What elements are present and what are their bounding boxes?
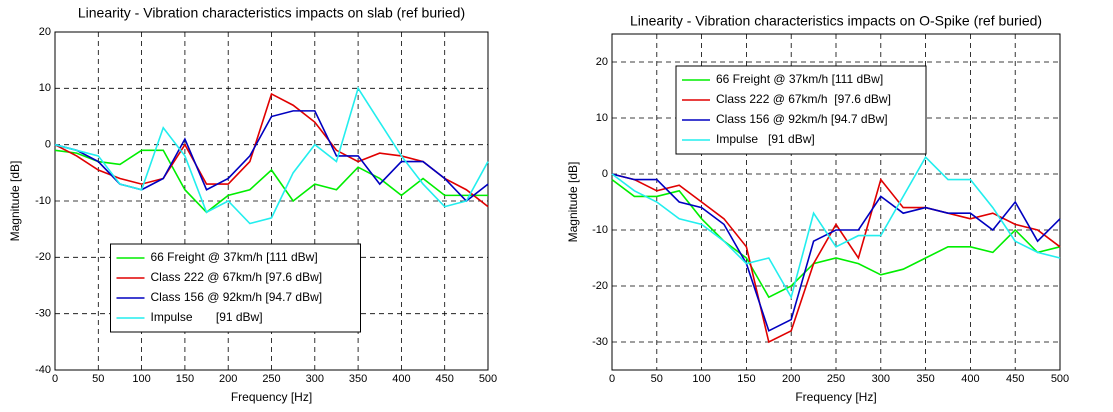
y-tick-label: 10 <box>596 112 608 124</box>
x-tick-label: 250 <box>827 373 845 385</box>
series-line <box>611 178 1061 299</box>
x-tick-label: 250 <box>262 373 280 385</box>
x-tick-label: 50 <box>92 373 104 385</box>
x-tick-label: 100 <box>132 373 150 385</box>
y-tick-label: 10 <box>39 82 51 94</box>
x-tick-label: 0 <box>52 373 58 385</box>
series-line <box>54 92 489 208</box>
y-tick-label: -30 <box>592 336 608 348</box>
legend: 66 Freight @ 37km/h [111 dBw] Class 222 @… <box>675 65 927 155</box>
x-tick-label: 500 <box>479 373 497 385</box>
series-line <box>611 173 1061 332</box>
x-tick-label: 350 <box>349 373 367 385</box>
legend-box <box>675 65 927 155</box>
subplot: 0 50 100 150 200 250 300 350 400 450 500-40-30-20-… <box>8 5 497 404</box>
x-tick-label: 450 <box>1006 373 1024 385</box>
subplot: 0 50 100 150 200 250 300 350 400 450 500 -30 -20 -10 0… <box>566 13 1069 404</box>
chart-title: Linearity - Vibration characteristics im… <box>630 13 1042 29</box>
x-tick-label: 300 <box>306 373 324 385</box>
legend-label: Class 222 @ 67km/h [97.6 dBw] <box>151 270 323 284</box>
legend: 66 Freight @ 37km/h [111 dBw] Class 222 @… <box>110 243 361 333</box>
legend-label: 66 Freight @ 37km/h [111 dBw] <box>716 72 883 86</box>
y-tick-label: -10 <box>35 195 51 207</box>
y-axis-label: Magnitude [dB] <box>8 161 22 242</box>
x-tick-label: 400 <box>392 373 410 385</box>
y-axis-label: Magnitude [dB] <box>566 162 580 243</box>
legend-label: Class 222 @ 67km/h [97.6 dBw] <box>716 92 891 106</box>
x-tick-label: 500 <box>1051 373 1069 385</box>
x-tick-label: 0 <box>609 373 615 385</box>
y-tick-label: -20 <box>35 251 51 263</box>
x-tick-label: 450 <box>436 373 454 385</box>
x-tick-label: 300 <box>872 373 890 385</box>
x-tick-label: 100 <box>692 373 710 385</box>
y-tick-label: 0 <box>45 139 51 151</box>
series-line <box>54 149 488 214</box>
x-tick-label: 150 <box>176 373 194 385</box>
x-axis-label: Frequency [Hz] <box>795 390 876 404</box>
legend-label: Impulse [91 dBw] <box>716 132 815 146</box>
y-tick-label: -10 <box>592 224 608 236</box>
x-tick-label: 50 <box>651 373 663 385</box>
x-tick-label: 150 <box>737 373 755 385</box>
plot-frame <box>54 31 489 371</box>
y-tick-label: -30 <box>35 308 51 320</box>
x-tick-label: 200 <box>219 373 237 385</box>
legend-label: Class 156 @ 92km/h [94.7 dBw] <box>151 290 323 304</box>
series-line <box>611 173 1061 344</box>
series-line <box>611 155 1061 300</box>
y-tick-label: -20 <box>592 280 608 292</box>
y-tick-label: -40 <box>35 364 51 376</box>
y-tick-label: 0 <box>602 168 608 180</box>
series-line <box>54 86 489 225</box>
x-axis-label: Frequency [Hz] <box>231 390 312 404</box>
x-tick-label: 350 <box>916 373 934 385</box>
y-tick-label: 20 <box>596 56 608 68</box>
legend-label: Class 156 @ 92km/h [94.7 dBw] <box>716 112 888 126</box>
legend-box <box>110 243 361 333</box>
legend-label: Impulse [91 dBw] <box>151 310 263 324</box>
plot-frame <box>611 33 1061 371</box>
legend-label: 66 Freight @ 37km/h [111 dBw] <box>151 250 318 264</box>
x-tick-label: 200 <box>782 373 800 385</box>
y-tick-label: 20 <box>39 26 51 38</box>
chart-title: Linearity - Vibration characteristics im… <box>78 5 465 21</box>
x-tick-label: 400 <box>961 373 979 385</box>
